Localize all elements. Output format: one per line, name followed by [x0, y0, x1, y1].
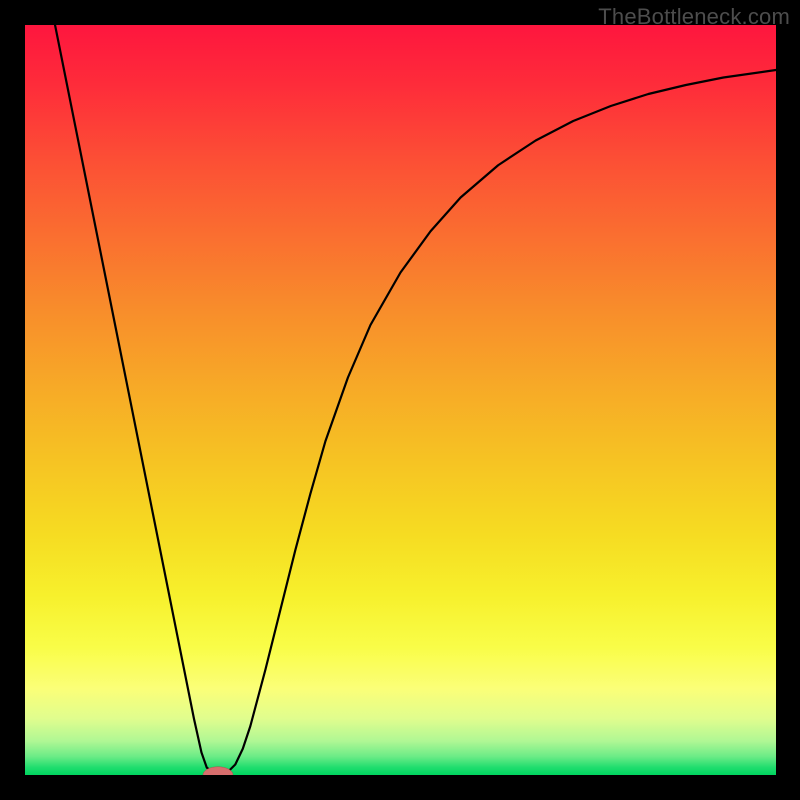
- bottleneck-chart-svg: [25, 25, 776, 775]
- watermark-text: TheBottleneck.com: [598, 4, 790, 30]
- chart-frame: TheBottleneck.com: [0, 0, 800, 800]
- gradient-background: [25, 25, 776, 775]
- plot-area: [25, 25, 776, 775]
